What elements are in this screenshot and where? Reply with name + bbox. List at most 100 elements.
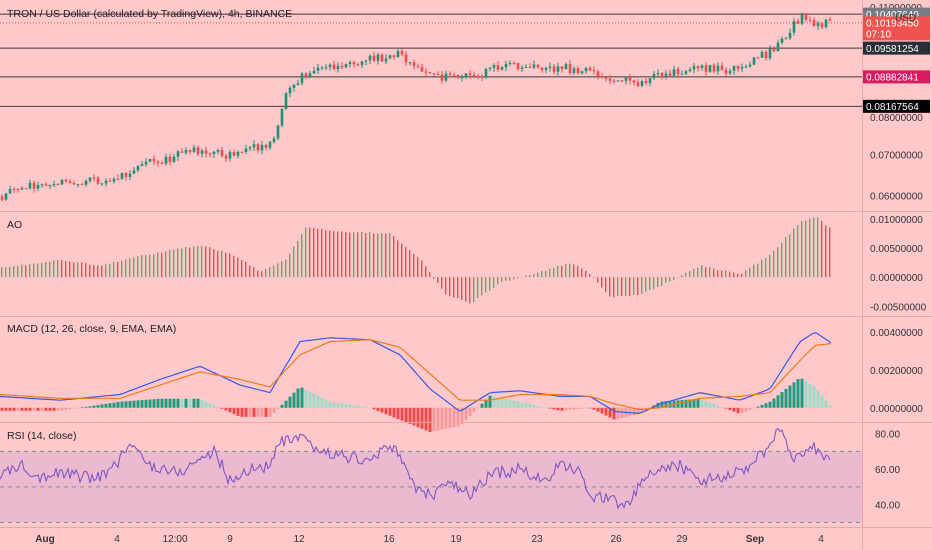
macd-histogram-bar: [792, 382, 796, 408]
ao-bar: [217, 250, 219, 278]
candle-body: [128, 173, 132, 177]
ao-bar: [753, 264, 755, 278]
ao-bar: [533, 274, 535, 278]
macd-pane[interactable]: 0.00400000 0.00200000 0.00000000 MACD (12,…: [0, 323, 923, 432]
candle-body: [736, 65, 740, 69]
candle-body: [320, 67, 324, 69]
candle-body: [428, 72, 432, 74]
candle-body: [368, 55, 372, 61]
macd-histogram-bar: [404, 407, 408, 423]
macd-histogram-bar: [216, 406, 220, 408]
candle-body: [656, 72, 660, 75]
macd-histogram-bar: [596, 407, 600, 412]
candle-body: [732, 65, 736, 71]
ao-bar: [421, 260, 423, 278]
macd-histogram-bar: [828, 405, 832, 408]
rsi-pane[interactable]: 80.00 60.00 40.00 RSI (14, close): [0, 427, 900, 523]
candle-body: [672, 69, 676, 76]
ao-bar: [281, 261, 283, 278]
candle-body: [464, 73, 468, 78]
ao-bar: [161, 252, 163, 278]
ao-bar: [497, 277, 499, 285]
macd-histogram-bar: [36, 407, 40, 411]
candle-body: [796, 21, 800, 24]
ao-bar: [305, 227, 307, 278]
macd-histogram-bar: [752, 407, 756, 409]
candle-body: [416, 65, 420, 67]
macd-histogram-bar: [448, 407, 452, 428]
macd-histogram-bar: [664, 401, 668, 408]
macd-histogram-bar: [632, 407, 636, 416]
macd-line: [0, 332, 832, 415]
ao-bar: [609, 277, 611, 297]
price-badge: [863, 99, 930, 113]
candle-body: [328, 64, 332, 68]
ao-bar: [197, 246, 199, 278]
macd-histogram-bar: [272, 407, 276, 413]
time-tick-label: 19: [450, 534, 462, 545]
candle-body: [104, 180, 108, 184]
macd-histogram-bar: [572, 407, 576, 410]
macd-histogram-bar: [408, 407, 412, 424]
ao-bar: [189, 247, 191, 278]
ao-bar: [385, 233, 387, 278]
macd-histogram-bar: [796, 379, 800, 408]
macd-histogram-bar: [156, 398, 160, 408]
candle-body: [288, 87, 292, 94]
ao-bar: [489, 277, 491, 291]
ao-bar: [681, 275, 683, 278]
ao-bar: [717, 270, 719, 278]
macd-histogram-bar: [608, 407, 612, 418]
macd-histogram-bar: [240, 407, 244, 417]
macd-histogram-bar: [288, 396, 292, 408]
candle-body: [240, 151, 244, 153]
candle-body: [480, 76, 484, 78]
candle-body: [316, 67, 320, 71]
ao-bar: [417, 256, 419, 278]
macd-histogram-bar: [144, 399, 148, 408]
macd-histogram-bar: [492, 396, 496, 408]
macd-histogram-bar: [8, 407, 12, 411]
candle-body: [700, 65, 704, 69]
ao-bar: [721, 270, 723, 278]
candle-body: [108, 180, 112, 182]
macd-histogram-bar: [804, 381, 808, 408]
candle-body: [412, 62, 416, 66]
ao-bar: [677, 277, 679, 278]
candle-body: [516, 63, 520, 69]
macd-histogram-bar: [552, 407, 556, 410]
macd-histogram-bar: [48, 407, 52, 411]
candle-body: [764, 52, 768, 59]
ao-bar: [541, 270, 543, 278]
price-badge-countdown: 07:10: [866, 29, 891, 40]
ao-bar: [145, 255, 147, 278]
candle-body: [436, 74, 440, 76]
ao-bar: [121, 260, 123, 278]
ao-bar: [777, 247, 779, 278]
ao-bar: [505, 277, 507, 281]
ao-bar: [225, 252, 227, 278]
candle-body: [272, 138, 276, 142]
macd-histogram-bar: [540, 406, 544, 408]
macd-histogram-bar: [812, 385, 816, 408]
time-tick-label: Sep: [746, 534, 764, 545]
ao-pane[interactable]: 0.01000000 0.00500000 0.00000000 -0.0050000…: [1, 215, 927, 313]
macd-histogram-bar: [172, 398, 176, 408]
macd-histogram-bar: [180, 398, 184, 408]
time-axis[interactable]: Aug 4 12:00 9 12 16 19 23 26 29 Sep 4: [35, 534, 824, 545]
macd-histogram-bar: [548, 407, 552, 409]
candle-body: [812, 20, 816, 26]
ao-bar: [829, 227, 831, 278]
ao-bar: [393, 236, 395, 278]
macd-histogram-bar: [392, 407, 396, 418]
macd-histogram-bar: [476, 407, 480, 409]
macd-histogram-bar: [316, 395, 320, 408]
ao-bar: [437, 277, 439, 283]
ao-bar: [349, 232, 351, 278]
macd-histogram-bar: [204, 401, 208, 408]
candle-body: [604, 77, 608, 79]
candle-body: [228, 152, 232, 159]
candle-body: [528, 67, 532, 69]
